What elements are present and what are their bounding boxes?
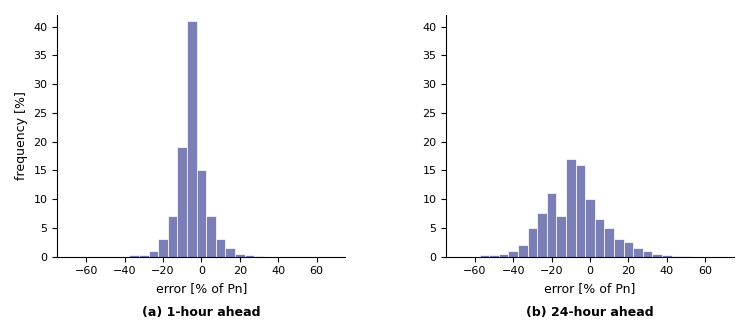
X-axis label: error [% of Pn]: error [% of Pn] (545, 282, 636, 295)
Bar (547, 193, 557, 257)
Y-axis label: frequency [%]: frequency [%] (15, 91, 28, 180)
Bar (566, 159, 576, 257)
Bar (527, 228, 537, 257)
Bar (518, 245, 527, 257)
Bar (139, 255, 148, 257)
Bar (682, 256, 691, 257)
Title: (b) 24-hour ahead: (b) 24-hour ahead (527, 306, 654, 319)
Bar (652, 254, 662, 257)
Bar (672, 256, 682, 257)
Bar (633, 248, 643, 257)
Bar (235, 254, 244, 257)
Bar (499, 254, 509, 257)
X-axis label: error [% of Pn]: error [% of Pn] (156, 282, 247, 295)
Bar (604, 228, 614, 257)
Bar (225, 248, 235, 257)
Bar (595, 219, 604, 257)
Bar (168, 216, 178, 257)
Bar (624, 242, 633, 257)
Bar (178, 147, 187, 257)
Bar (585, 199, 595, 257)
Bar (662, 256, 672, 257)
Bar (216, 240, 225, 257)
Bar (206, 216, 216, 257)
Bar (479, 256, 489, 257)
Bar (196, 170, 206, 257)
Bar (130, 256, 139, 257)
Bar (489, 255, 499, 257)
Bar (643, 251, 652, 257)
Bar (614, 240, 624, 257)
Bar (557, 216, 566, 257)
Bar (187, 21, 196, 257)
Bar (537, 214, 547, 257)
Bar (244, 256, 254, 257)
Title: (a) 1-hour ahead: (a) 1-hour ahead (142, 306, 261, 319)
Bar (254, 256, 264, 257)
Bar (158, 240, 168, 257)
Bar (576, 164, 585, 257)
Bar (509, 251, 518, 257)
Bar (148, 251, 158, 257)
